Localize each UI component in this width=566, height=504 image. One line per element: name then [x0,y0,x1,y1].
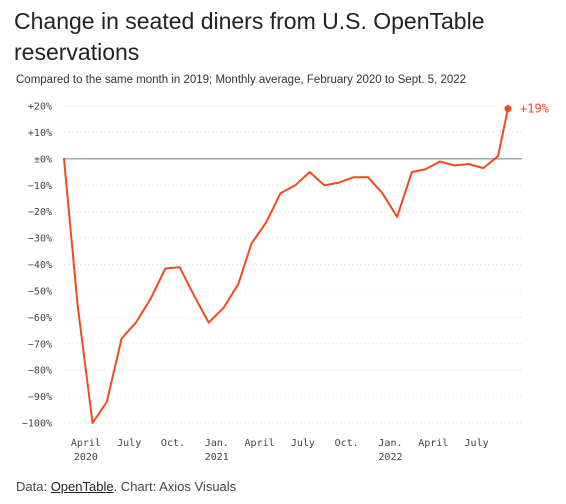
x-axis-ticks: April 2020 July Oct. Jan. 2021 April July Oct. Ja… [71,438,489,463]
x-tick-year: 2020 [74,452,98,463]
x-tick-label: July [117,438,141,449]
gridlines [64,105,522,424]
end-point-marker [504,105,512,113]
y-tick-label: −20% [28,207,52,218]
y-tick-label: +20% [28,102,52,113]
x-tick-label: Jan. [205,438,229,449]
x-tick-label: Jan. [378,438,402,449]
end-value-label: +19% [520,102,550,116]
chart-title: Change in seated diners from U.S. OpenTa… [14,8,485,65]
x-tick-label: Oct. [335,438,359,449]
y-tick-label: −40% [28,260,52,271]
y-tick-label: −10% [28,181,52,192]
y-tick-label: −30% [28,234,52,245]
x-tick-label: Oct. [161,438,185,449]
y-tick-label: −80% [28,366,52,377]
footer-prefix: Data: [16,479,51,494]
footer-suffix: . Chart: Axios Visuals [113,479,237,494]
series-line-layer: +19% [63,102,550,424]
chart-subtitle: Compared to the same month in 2019; Mont… [16,74,467,86]
y-axis-ticks: +20% +10% ±0% −10% −20% −30% −40% −50% −60% −70% −… [22,102,52,430]
series-line [63,107,509,424]
x-tick-label: April [245,438,275,449]
x-tick-label: April [71,438,101,449]
x-tick-label: July [465,438,489,449]
y-tick-label: ±0% [34,154,52,165]
y-tick-label: −70% [28,339,52,350]
x-tick-year: 2022 [378,452,402,463]
x-tick-label: April [418,438,448,449]
y-tick-label: −60% [28,313,52,324]
x-tick-label: July [291,438,315,449]
y-tick-label: −50% [28,286,52,297]
chart-footer: Data: OpenTable. Chart: Axios Visuals [16,479,236,494]
y-tick-label: −100% [22,419,52,430]
y-tick-label: +10% [28,128,52,139]
x-tick-year: 2021 [205,452,229,463]
y-tick-label: −90% [28,392,52,403]
source-link[interactable]: OpenTable [50,479,114,494]
